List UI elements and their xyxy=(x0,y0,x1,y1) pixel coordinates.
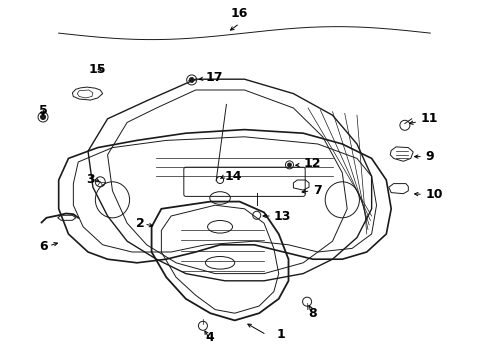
Text: 9: 9 xyxy=(425,150,433,163)
Text: 10: 10 xyxy=(425,188,442,201)
Text: 17: 17 xyxy=(205,71,223,84)
Text: 7: 7 xyxy=(312,184,321,197)
Text: 11: 11 xyxy=(420,112,437,125)
Text: 2: 2 xyxy=(135,217,144,230)
Text: 14: 14 xyxy=(224,170,242,183)
Text: 16: 16 xyxy=(230,7,248,20)
Text: 15: 15 xyxy=(89,63,106,76)
Text: 5: 5 xyxy=(39,104,47,117)
Text: 3: 3 xyxy=(86,173,95,186)
Circle shape xyxy=(287,163,291,167)
Text: 8: 8 xyxy=(307,307,316,320)
Text: 1: 1 xyxy=(276,328,285,341)
Text: 4: 4 xyxy=(205,331,214,344)
Circle shape xyxy=(189,77,194,82)
Text: 6: 6 xyxy=(39,240,48,253)
Text: 13: 13 xyxy=(273,210,291,222)
Text: 12: 12 xyxy=(303,157,320,170)
Circle shape xyxy=(41,114,45,120)
